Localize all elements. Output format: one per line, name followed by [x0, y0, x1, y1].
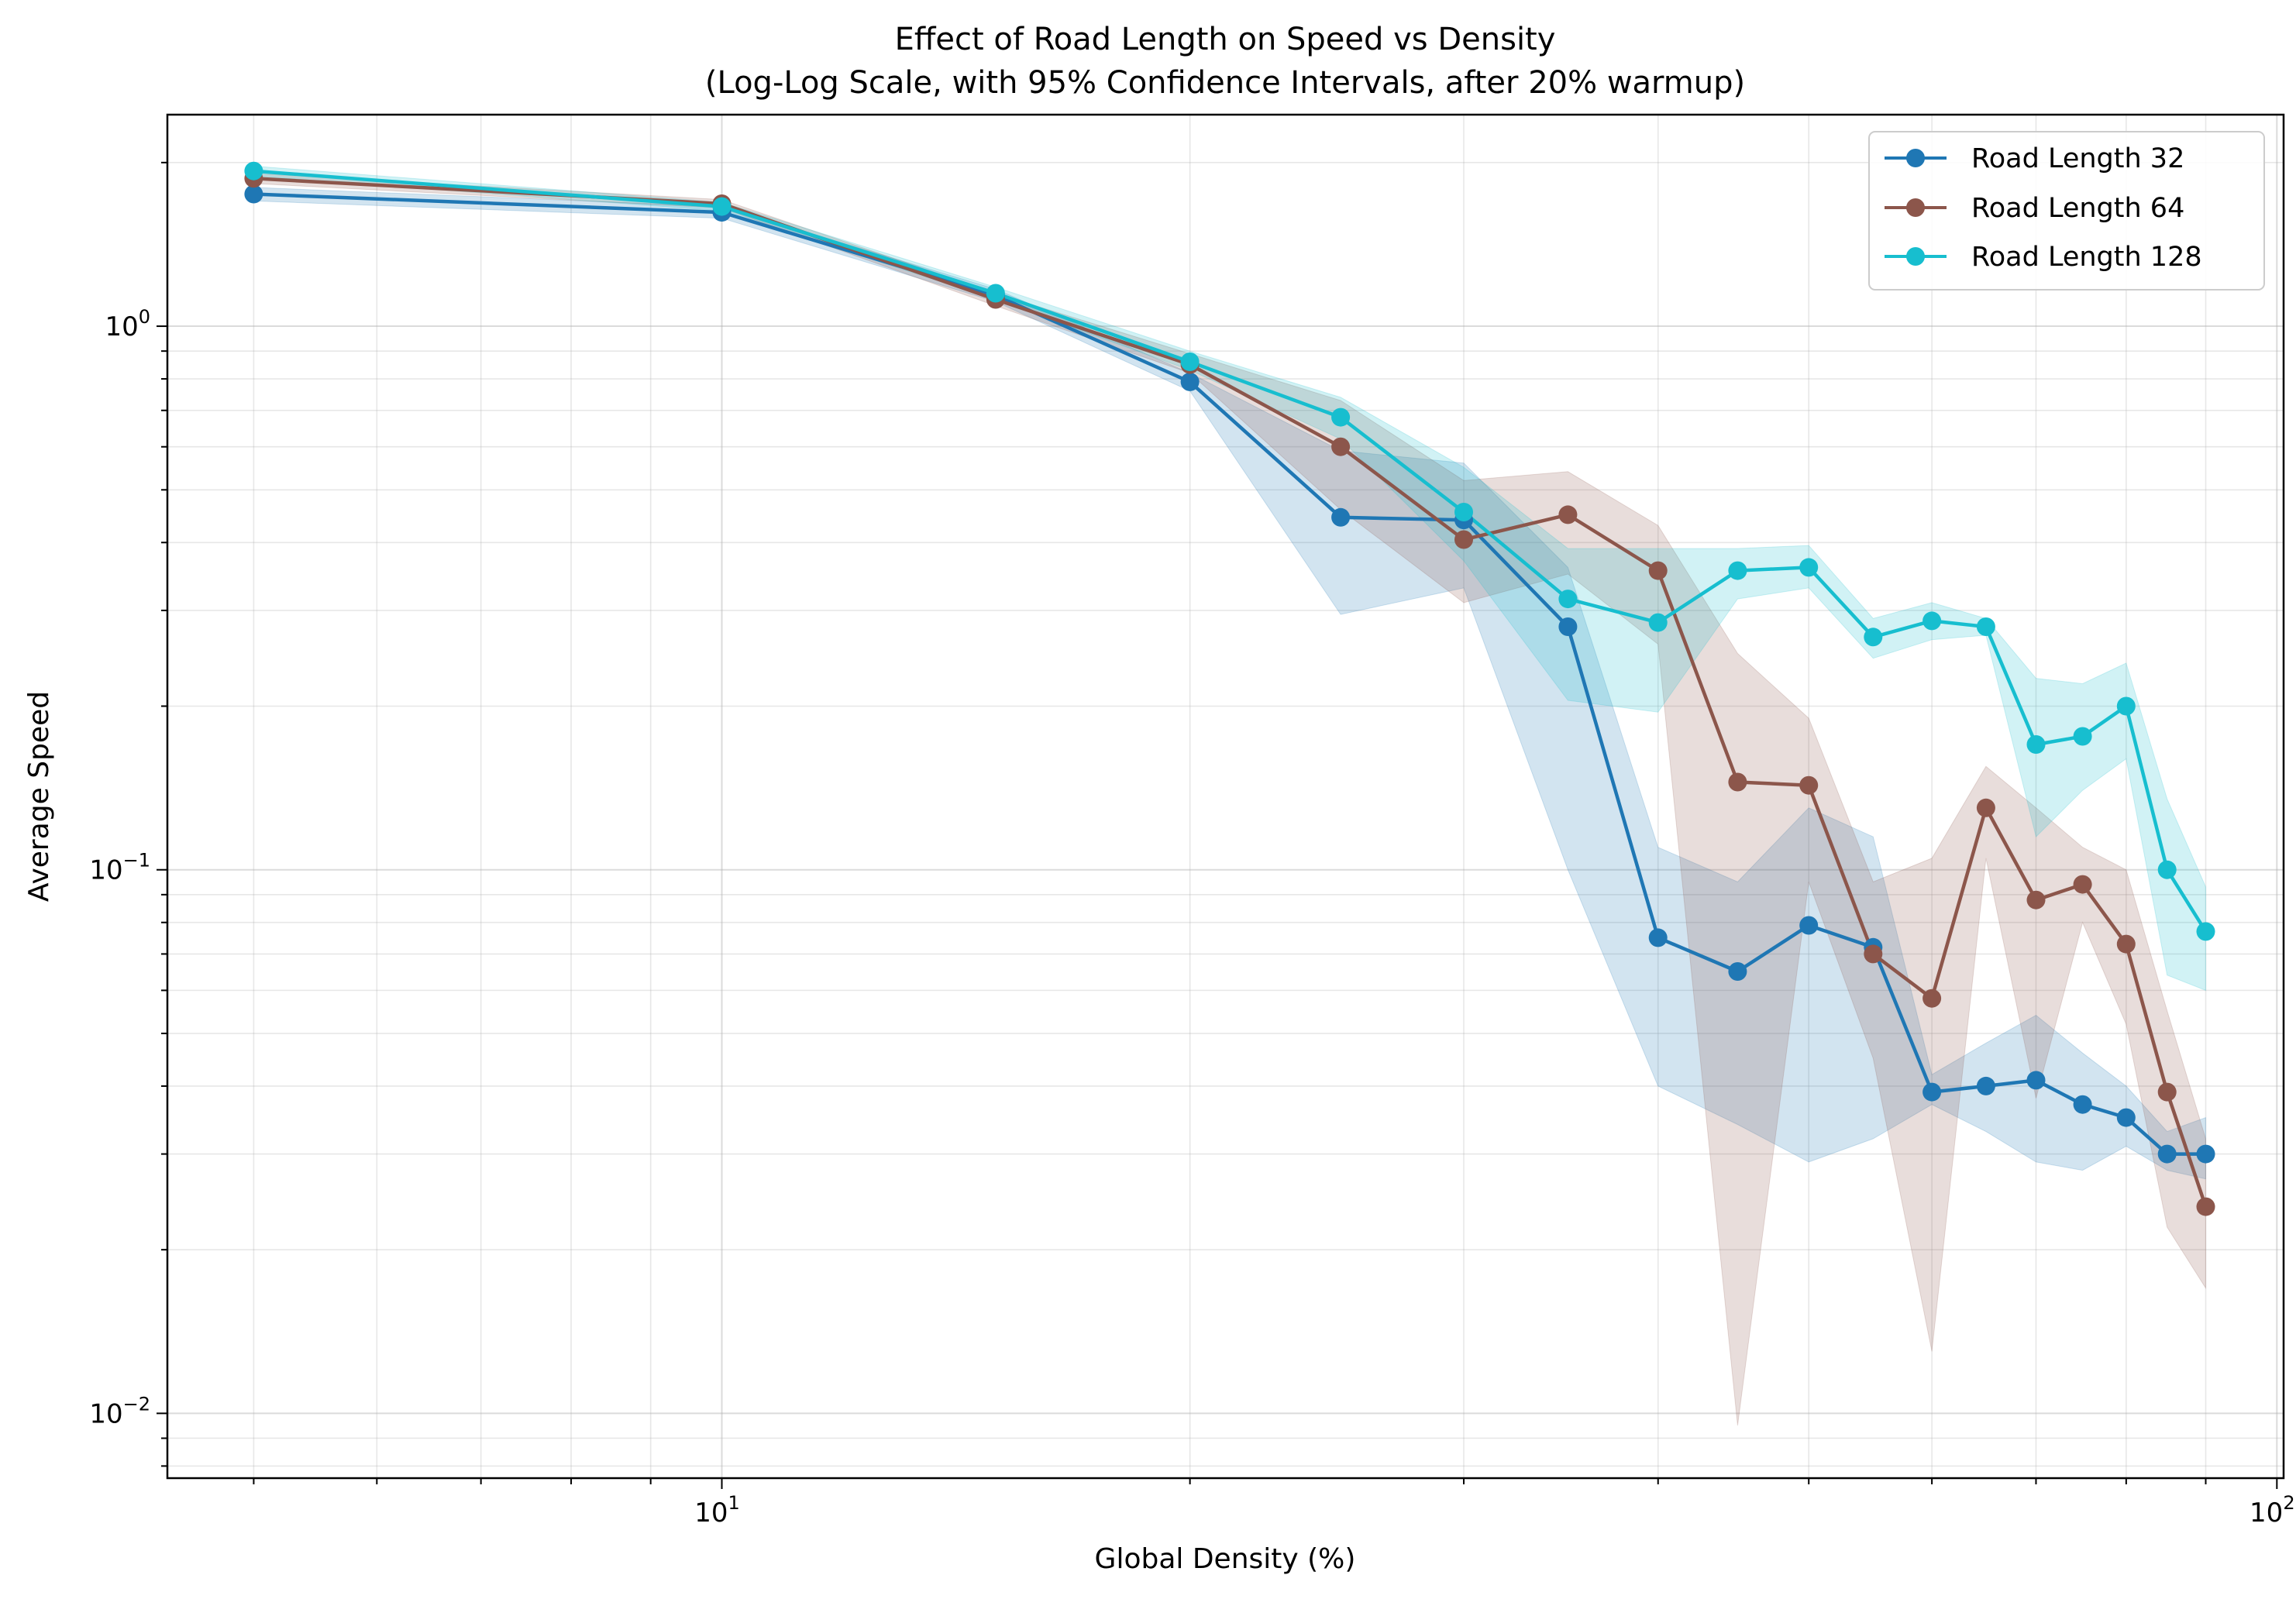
data-point-series-3	[1923, 611, 1942, 631]
legend-box	[1868, 131, 2265, 291]
data-point-series-3	[2116, 696, 2136, 716]
x-axis-label: Global Density (%)	[1095, 1543, 1356, 1575]
data-point-series-1	[244, 184, 263, 204]
series-markers	[244, 161, 2215, 1216]
data-point-series-2	[1923, 989, 1942, 1008]
data-point-series-1	[1180, 372, 1200, 391]
data-point-series-1	[2116, 1108, 2136, 1127]
data-point-series-3	[1331, 407, 1351, 427]
ci-band-series-3	[253, 165, 2206, 992]
y-tick-label: 10−2	[89, 1393, 150, 1429]
y-tick-label: 10−1	[89, 850, 150, 886]
data-point-series-3	[2026, 735, 2046, 754]
data-point-series-1	[2196, 1144, 2215, 1164]
data-point-series-1	[2026, 1071, 2046, 1090]
data-point-series-2	[2196, 1197, 2215, 1216]
data-point-series-3	[712, 197, 731, 216]
data-point-series-1	[1923, 1082, 1942, 1102]
data-point-series-3	[244, 161, 263, 181]
data-point-series-3	[1799, 558, 1819, 577]
data-point-series-3	[986, 284, 1005, 303]
y-axis-label: Average Speed	[23, 691, 55, 902]
legend-entry-1: Road Length 32	[1885, 143, 2184, 174]
data-point-series-2	[1558, 505, 1578, 524]
data-point-series-2	[1728, 772, 1747, 792]
data-point-series-3	[1454, 503, 1473, 521]
data-point-series-1	[1648, 928, 1668, 947]
legend-marker-2	[1906, 198, 1925, 217]
legend-marker-3	[1906, 247, 1925, 266]
data-point-series-1	[1558, 617, 1578, 636]
axis-ticks	[157, 161, 2278, 1489]
data-point-series-2	[1976, 798, 1995, 817]
data-point-series-2	[1648, 561, 1668, 580]
data-point-series-1	[1331, 507, 1351, 527]
data-point-series-1	[1976, 1076, 1995, 1095]
data-point-series-3	[1558, 590, 1578, 609]
data-point-series-2	[1454, 530, 1473, 549]
data-point-series-3	[2073, 727, 2092, 746]
legend-entry-3: Road Length 128	[1885, 242, 2202, 273]
data-point-series-2	[1864, 944, 1883, 964]
chart-title: Effect of Road Length on Speed vs Densit…	[895, 22, 1556, 57]
legend-label-3: Road Length 128	[1971, 242, 2202, 273]
legend-marker-1	[1906, 149, 1925, 167]
ci-band-series-1	[253, 187, 2206, 1180]
data-point-series-3	[1976, 617, 1995, 636]
confidence-bands	[253, 165, 2206, 1426]
data-point-series-2	[2073, 875, 2092, 894]
chart-subtitle: (Log-Log Scale, with 95% Confidence Inte…	[705, 65, 1745, 101]
data-point-series-1	[1728, 962, 1747, 981]
data-point-series-2	[2026, 890, 2046, 910]
legend: Road Length 32 Road Length 64 Road Lengt…	[1868, 131, 2265, 291]
legend-label-2: Road Length 64	[1971, 193, 2184, 224]
data-point-series-1	[2073, 1095, 2092, 1114]
data-point-series-3	[1728, 561, 1747, 580]
series-line-2	[253, 177, 2208, 1208]
data-point-series-3	[1180, 352, 1200, 371]
legend-label-1: Road Length 32	[1971, 143, 2184, 174]
data-point-series-3	[1648, 613, 1668, 632]
x-tick-label: 102	[2250, 1492, 2295, 1529]
legend-entry-2: Road Length 64	[1885, 193, 2184, 224]
grid-lines	[167, 115, 2284, 1478]
data-point-series-3	[1864, 628, 1883, 647]
y-tick-label: 100	[105, 306, 150, 342]
data-point-series-3	[2196, 922, 2215, 941]
data-point-series-2	[2157, 1082, 2177, 1102]
x-tick-label: 101	[694, 1492, 740, 1529]
data-point-series-2	[2116, 934, 2136, 954]
data-point-series-1	[1799, 916, 1819, 935]
data-point-series-1	[2157, 1144, 2177, 1164]
ci-band-series-2	[253, 173, 2206, 1426]
data-point-series-2	[1799, 775, 1819, 795]
data-point-series-2	[1331, 437, 1351, 456]
axis-tick-labels: 101 102 10−2 10−1 100	[89, 306, 2294, 1529]
data-point-series-3	[2157, 860, 2177, 879]
plot-frame	[166, 113, 2285, 1480]
